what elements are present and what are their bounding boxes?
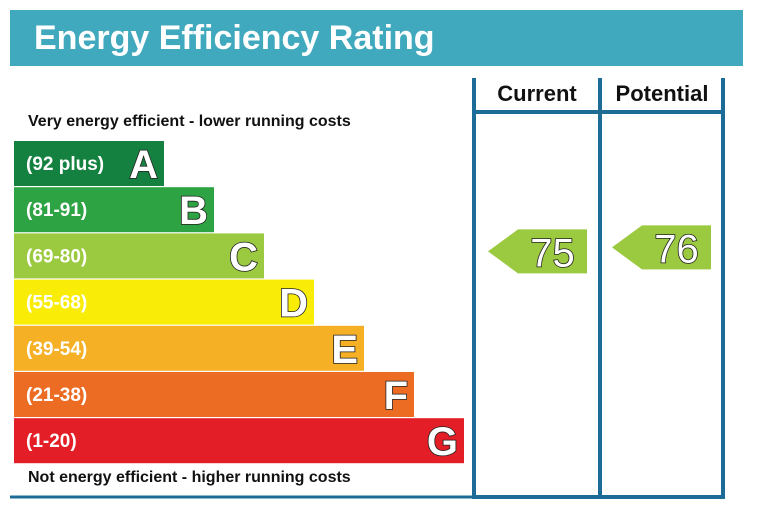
band-g: (1-20) G (14, 418, 464, 465)
potential-rating-arrow-shape (612, 225, 711, 270)
band-bar-c (14, 233, 264, 279)
rating-bands: (92 plus) A(81-91) B(69-80) C(55-68) D(39-54… (14, 141, 464, 465)
band-letter: A (129, 143, 158, 187)
band-letter: D (279, 282, 308, 326)
band-letter: E (331, 328, 358, 372)
band-bar-f (14, 372, 414, 417)
bottom-caption: Not energy efficient - higher running co… (28, 469, 351, 486)
band-f: (21-38) F (14, 372, 414, 419)
band-range-label: (21-38) (26, 385, 87, 406)
rating-columns-frame (10, 78, 725, 499)
band-range-label: (1-20) (26, 431, 77, 452)
band-b: (81-91) B (14, 187, 214, 234)
band-bar-b (14, 187, 214, 233)
band-e: (39-54) E (14, 325, 364, 373)
band-a: (92 plus) A (14, 141, 164, 188)
page-title: Energy Efficiency Rating (34, 19, 435, 57)
band-range-label: (55-68) (26, 293, 87, 314)
band-bar-d (14, 279, 314, 325)
band-letter: G (427, 420, 458, 464)
potential-rating-arrow-value: 76 (654, 227, 699, 271)
current-rating-arrow-shape (488, 229, 587, 274)
band-letter: F (384, 374, 408, 418)
band-range-label: (39-54) (26, 339, 87, 360)
header-banner: Energy Efficiency Rating (10, 10, 743, 66)
band-range-label: (69-80) (26, 246, 87, 267)
band-range-label: (81-91) (26, 200, 87, 221)
band-bar-e (14, 325, 364, 371)
band-letter: C (229, 235, 258, 279)
band-bar-a (14, 141, 164, 186)
top-caption: Very energy efficient - lower running co… (28, 113, 351, 130)
current-rating-arrow-value: 75 (530, 231, 575, 275)
band-d: (55-68) D (14, 279, 314, 326)
band-c: (69-80) C (14, 233, 264, 280)
band-letter: B (179, 189, 208, 233)
current-column-header: Current (497, 81, 577, 106)
band-bar-g (14, 418, 464, 464)
band-range-label: (92 plus) (26, 154, 104, 175)
potential-column-header: Potential (616, 81, 709, 106)
rating-arrows: 75 76 (488, 225, 711, 276)
current-rating-arrow: 75 (488, 229, 587, 276)
potential-rating-arrow: 76 (612, 225, 711, 272)
